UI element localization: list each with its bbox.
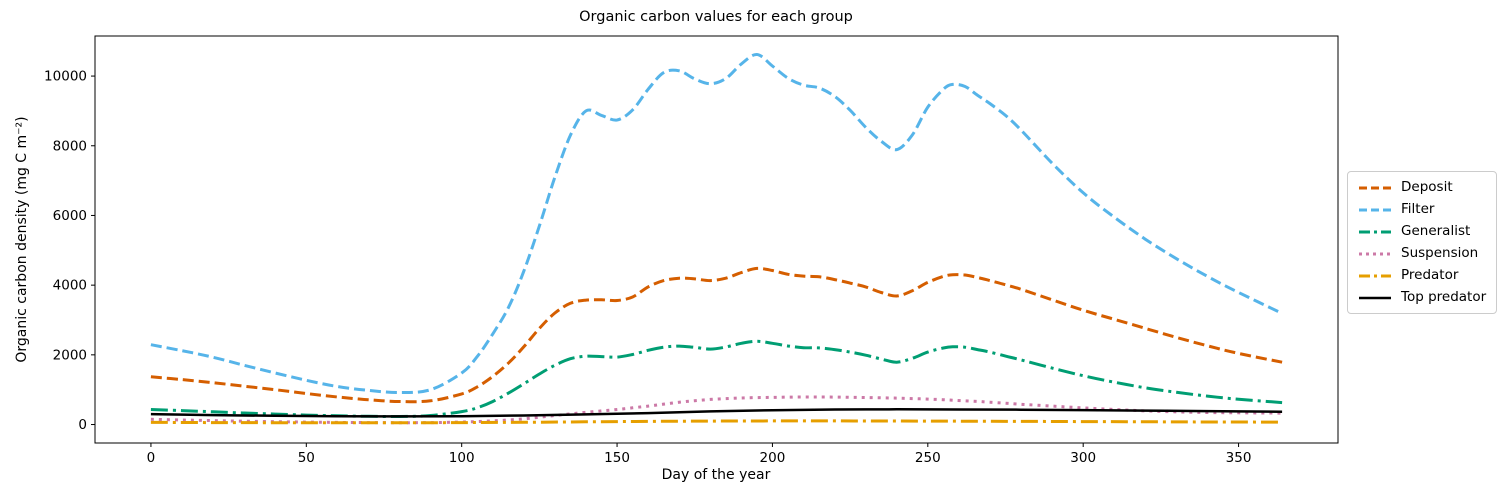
legend-line-sample-icon — [1359, 186, 1391, 189]
legend: Deposit Filter Generalist Suspension Predato… — [1347, 171, 1498, 314]
series-line-filter — [150, 53, 1283, 395]
legend-line-sample-icon — [1359, 252, 1391, 255]
x-tick-label: 0 — [147, 450, 156, 466]
y-tick-label: 4000 — [53, 278, 87, 294]
legend-line-sample-icon — [1359, 208, 1391, 211]
legend-item-predator: Predator — [1358, 267, 1486, 284]
x-tick-label: 300 — [1070, 450, 1096, 466]
y-tick-label: 2000 — [53, 347, 87, 363]
legend-item-deposit: Deposit — [1358, 179, 1486, 196]
legend-label: Deposit — [1401, 179, 1453, 195]
legend-line-sample-icon — [1359, 296, 1391, 299]
series-line-predator — [150, 419, 1283, 425]
y-tick-label: 6000 — [53, 208, 87, 224]
legend-item-generalist: Generalist — [1358, 223, 1486, 240]
x-tick-label: 250 — [915, 450, 941, 466]
x-tick-label: 200 — [760, 450, 786, 466]
y-tick-label: 8000 — [53, 138, 87, 154]
legend-label: Top predator — [1401, 289, 1487, 305]
x-axis-label: Day of the year — [662, 467, 771, 483]
legend-item-filter: Filter — [1358, 201, 1486, 218]
x-tick-label: 150 — [604, 450, 630, 466]
legend-label: Suspension — [1401, 245, 1479, 261]
series-line-top-predator — [150, 408, 1283, 418]
legend-item-top-predator: Top predator — [1358, 289, 1486, 306]
x-tick-label: 100 — [449, 450, 475, 466]
legend-label: Predator — [1401, 267, 1459, 283]
plot-area — [94, 35, 1339, 444]
x-tick-label: 350 — [1226, 450, 1252, 466]
chart-title: Organic carbon values for each group — [579, 9, 853, 25]
y-tick-label: 10000 — [44, 69, 87, 85]
y-tick-label: 0 — [78, 417, 87, 433]
legend-label: Generalist — [1401, 223, 1471, 239]
legend-label: Filter — [1401, 201, 1435, 217]
y-axis-label: Organic carbon density (mg C m⁻²) — [14, 116, 30, 362]
legend-line-sample-icon — [1359, 230, 1391, 233]
series-line-generalist — [150, 339, 1283, 419]
legend-line-sample-icon — [1359, 274, 1391, 277]
x-tick-label: 50 — [298, 450, 315, 466]
series-line-deposit — [150, 266, 1283, 404]
legend-item-suspension: Suspension — [1358, 245, 1486, 262]
